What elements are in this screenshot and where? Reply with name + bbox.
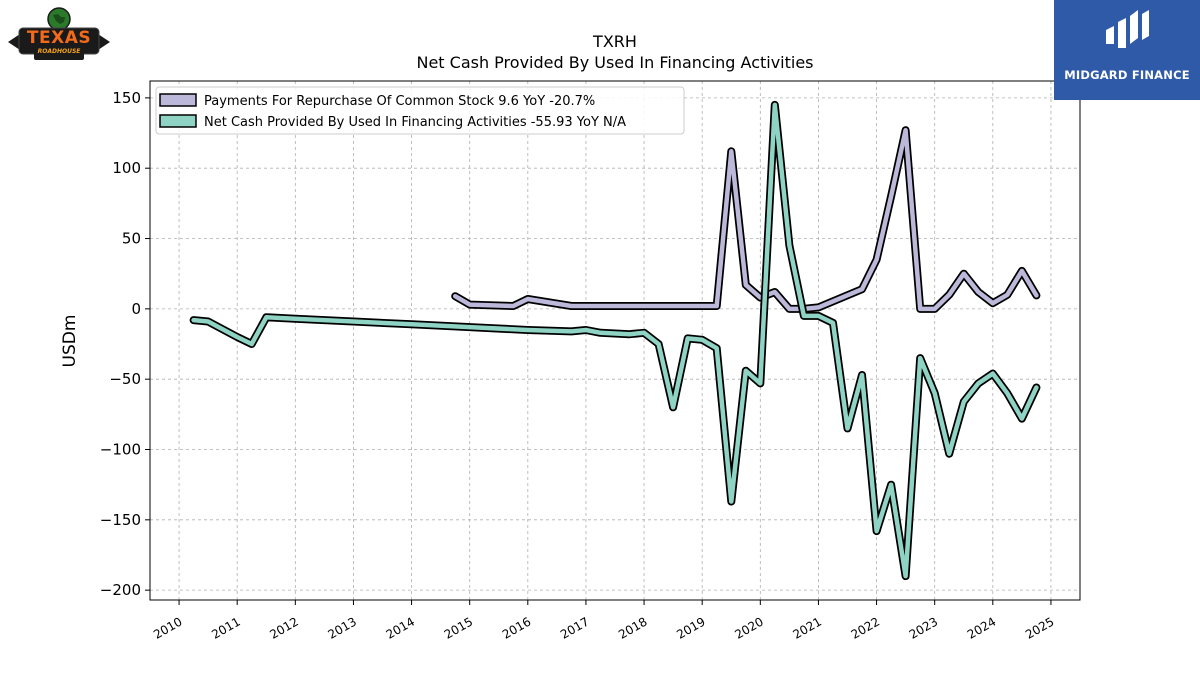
logo-sub: ROADHOUSE	[37, 48, 81, 55]
y-axis: 150 100 50 0 −50 −100 −150 −200	[100, 89, 150, 599]
x-tick-label: 2011	[209, 614, 242, 641]
x-tick-label: 2023	[907, 614, 940, 641]
x-tick-label: 2017	[558, 614, 591, 641]
legend-label-financing: Net Cash Provided By Used In Financing A…	[204, 115, 626, 130]
chart-title: TXRH	[592, 32, 637, 51]
midgard-logo-icon	[1106, 10, 1149, 48]
y-tick-label: −150	[100, 511, 141, 529]
y-tick-label: −50	[109, 370, 141, 388]
legend-swatch-buybacks	[159, 93, 197, 107]
x-tick-label: 2016	[500, 614, 533, 641]
chart-subtitle: Net Cash Provided By Used In Financing A…	[416, 53, 813, 72]
y-tick-label: 50	[122, 230, 141, 248]
brand-text: MIDGARD FINANCE	[1064, 68, 1190, 82]
x-tick-label: 2025	[1023, 614, 1056, 641]
x-tick-label: 2010	[151, 614, 184, 641]
y-tick-label: 150	[112, 89, 141, 107]
midgard-finance-badge: MIDGARD FINANCE	[1054, 0, 1200, 100]
x-tick-label: 2022	[849, 614, 882, 641]
y-axis-label: USDm	[60, 315, 80, 368]
x-tick-label: 2020	[732, 614, 765, 641]
x-tick-label: 2014	[384, 614, 417, 641]
logo-graphic	[8, 7, 110, 60]
x-tick-label: 2015	[442, 614, 475, 641]
x-tick-label: 2013	[325, 614, 358, 641]
x-tick-label: 2024	[965, 614, 998, 641]
y-tick-label: −200	[100, 581, 141, 599]
x-axis: 2010 2011 2012 2013 2014 2015 2016 2017 2018 2019…	[151, 600, 1056, 642]
legend-box	[155, 86, 685, 135]
y-tick-label: −100	[100, 441, 141, 459]
series-line-buybacks	[452, 127, 1039, 312]
y-tick-label: 0	[131, 300, 141, 318]
x-tick-label: 2019	[674, 614, 707, 641]
legend-label-buybacks: Payments For Repurchase Of Common Stock …	[204, 94, 595, 109]
x-tick-label: 2021	[790, 614, 823, 641]
y-tick-label: 100	[112, 159, 141, 177]
series-line-financing	[191, 102, 1039, 579]
x-tick-label: 2018	[616, 614, 649, 641]
plot-frame	[149, 80, 1081, 601]
legend: Payments For Repurchase Of Common Stock …	[155, 86, 685, 135]
x-tick-label: 2012	[267, 614, 300, 641]
texas-roadhouse-logo: TEXAS ROADHOUSE	[6, 6, 112, 62]
logo-word: TEXAS	[26, 28, 92, 48]
legend-swatch-financing	[159, 114, 197, 128]
grid	[150, 81, 1080, 600]
series-layer	[189, 100, 1041, 581]
